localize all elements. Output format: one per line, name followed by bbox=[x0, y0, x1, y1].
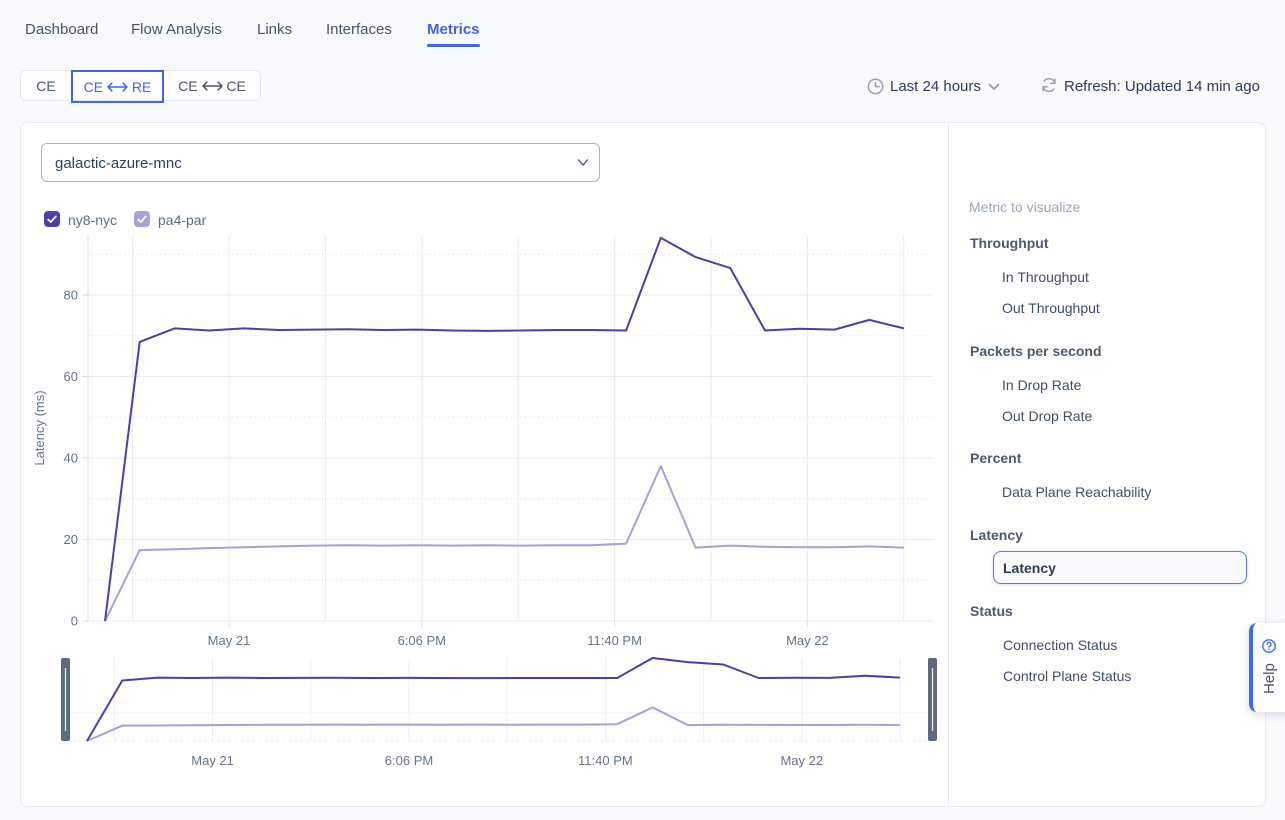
svg-text:80: 80 bbox=[64, 288, 78, 303]
svg-text:6:06 PM: 6:06 PM bbox=[398, 633, 446, 648]
svg-text:May 21: May 21 bbox=[208, 633, 251, 648]
svg-text:Latency (ms): Latency (ms) bbox=[32, 390, 47, 465]
svg-text:May 22: May 22 bbox=[786, 633, 829, 648]
svg-text:60: 60 bbox=[64, 369, 78, 384]
svg-text:0: 0 bbox=[71, 614, 78, 629]
svg-text:11:40 PM: 11:40 PM bbox=[587, 633, 642, 648]
svg-text:40: 40 bbox=[64, 451, 78, 466]
svg-text:May 21: May 21 bbox=[191, 753, 234, 768]
svg-text:6:06 PM: 6:06 PM bbox=[385, 753, 433, 768]
svg-text:May 22: May 22 bbox=[780, 753, 823, 768]
svg-text:20: 20 bbox=[64, 532, 78, 547]
svg-text:11:40 PM: 11:40 PM bbox=[578, 753, 633, 768]
